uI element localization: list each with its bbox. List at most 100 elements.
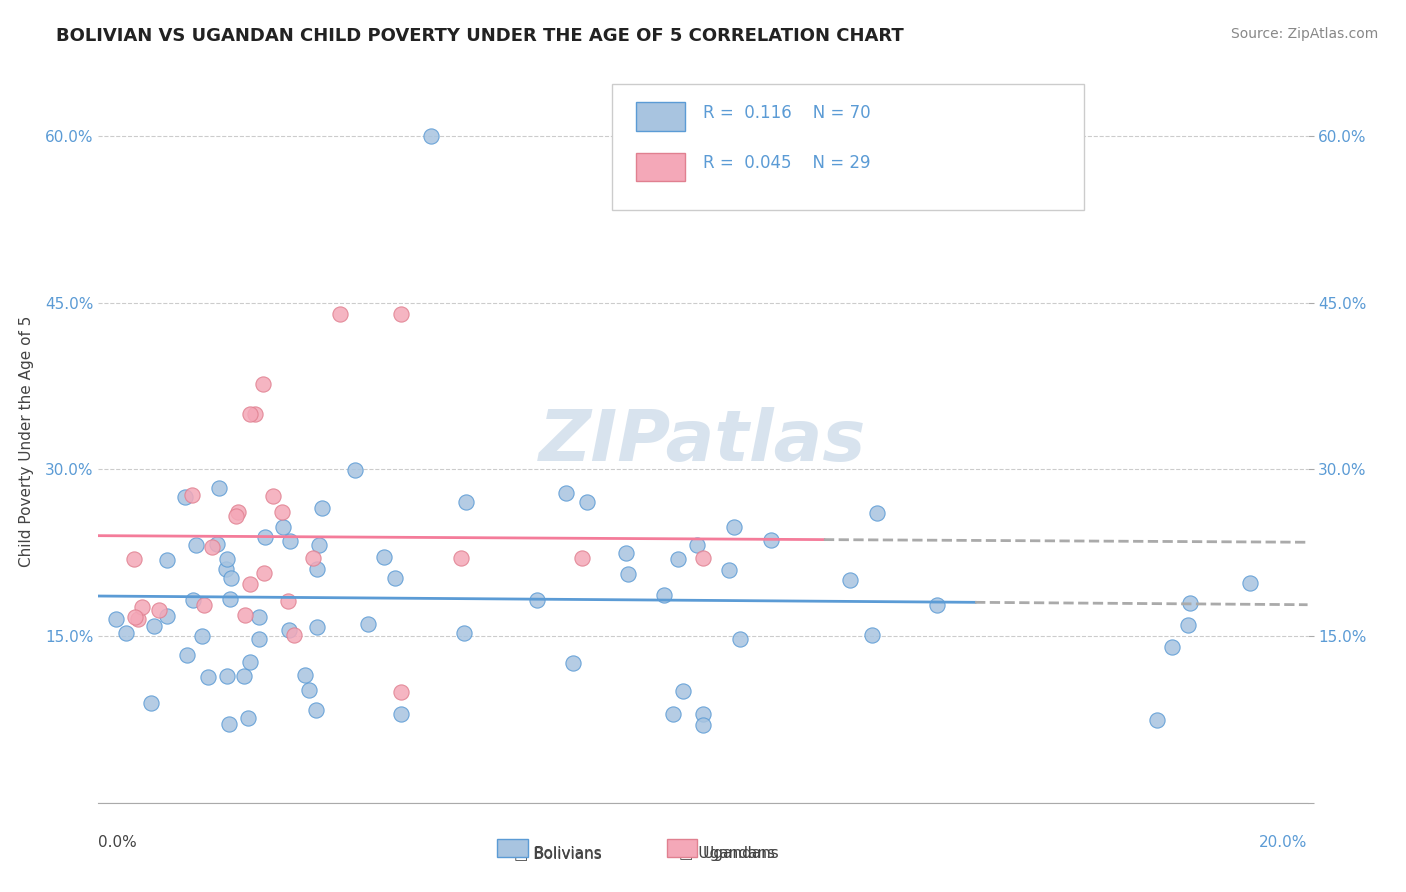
Bolivians — [761, 533, 783, 547]
Bolivians — [308, 538, 330, 552]
Text: 0.0%: 0.0% — [98, 835, 138, 850]
Bolivians — [1177, 618, 1199, 632]
Ugandans — [253, 566, 276, 581]
Bolivians — [860, 628, 883, 642]
Bolivians — [197, 670, 219, 684]
Ugandans — [239, 407, 262, 421]
Bolivians — [616, 567, 638, 582]
Bolivians — [156, 609, 179, 624]
Bolivians — [576, 495, 599, 509]
Bolivians — [115, 626, 138, 640]
Bolivians — [176, 648, 198, 662]
Bolivians — [311, 501, 333, 516]
Text: 20.0%: 20.0% — [1260, 835, 1308, 850]
Ugandans — [148, 603, 170, 617]
Text: R =  0.116    N = 70: R = 0.116 N = 70 — [703, 103, 870, 122]
Bolivians — [672, 684, 695, 698]
Text: BOLIVIAN VS UGANDAN CHILD POVERTY UNDER THE AGE OF 5 CORRELATION CHART: BOLIVIAN VS UGANDAN CHILD POVERTY UNDER … — [56, 27, 904, 45]
Bolivians — [156, 553, 179, 567]
Bolivians — [307, 620, 329, 634]
Ugandans — [201, 540, 224, 554]
Ugandans — [239, 577, 262, 591]
Ugandans — [226, 505, 249, 519]
Bolivians — [925, 598, 948, 612]
Bolivians — [271, 520, 294, 534]
Ugandans — [233, 607, 256, 622]
Bolivians — [652, 588, 675, 602]
Text: ZIPatlas: ZIPatlas — [540, 407, 866, 476]
Text: □ Bolivians: □ Bolivians — [515, 847, 602, 861]
Bolivians — [1146, 714, 1168, 728]
Ugandans — [262, 489, 284, 503]
Ugandans — [271, 505, 294, 519]
Bolivians — [373, 550, 395, 565]
Bolivians — [555, 486, 578, 500]
Ugandans — [127, 612, 149, 626]
Ugandans — [283, 628, 305, 642]
Bolivians — [692, 718, 714, 732]
Bolivians — [219, 571, 242, 585]
Bolivians — [717, 563, 740, 577]
Bolivians — [232, 669, 254, 683]
Text: Source: ZipAtlas.com: Source: ZipAtlas.com — [1230, 27, 1378, 41]
Ugandans — [389, 307, 412, 321]
FancyBboxPatch shape — [613, 84, 1084, 211]
FancyBboxPatch shape — [637, 153, 685, 181]
Bolivians — [389, 706, 412, 721]
Text: Bolivians: Bolivians — [534, 847, 602, 861]
Ugandans — [193, 598, 215, 612]
Bolivians — [184, 538, 207, 552]
Bolivians — [344, 463, 367, 477]
Bolivians — [174, 491, 197, 505]
Bolivians — [384, 571, 406, 585]
Bolivians — [191, 629, 214, 643]
Bolivians — [1239, 576, 1261, 591]
Bolivians — [616, 546, 638, 560]
Y-axis label: Child Poverty Under the Age of 5: Child Poverty Under the Age of 5 — [18, 316, 34, 567]
Bolivians — [142, 619, 165, 633]
Bolivians — [217, 552, 239, 566]
Ugandans — [122, 552, 145, 566]
Ugandans — [124, 609, 146, 624]
Ugandans — [180, 488, 202, 502]
Ugandans — [571, 551, 593, 566]
Bolivians — [247, 632, 270, 647]
Bolivians — [305, 703, 328, 717]
Bolivians — [456, 495, 478, 509]
Bolivians — [208, 481, 231, 495]
Ugandans — [243, 408, 266, 422]
Bolivians — [298, 683, 321, 698]
Bolivians — [1160, 640, 1182, 654]
Ugandans — [301, 550, 323, 565]
Bolivians — [526, 592, 548, 607]
Bolivians — [105, 612, 128, 626]
Bolivians — [254, 530, 277, 544]
Bolivians — [357, 617, 380, 632]
Bolivians — [215, 561, 238, 575]
Text: □ Ugandans: □ Ugandans — [679, 847, 775, 861]
Bolivians — [218, 716, 240, 731]
Bolivians — [247, 609, 270, 624]
Bolivians — [236, 711, 259, 725]
Ugandans — [389, 684, 412, 698]
FancyBboxPatch shape — [666, 838, 697, 857]
Bolivians — [692, 706, 714, 721]
Bolivians — [278, 534, 301, 549]
Bolivians — [181, 593, 204, 607]
Bolivians — [686, 538, 709, 552]
Ugandans — [131, 600, 153, 615]
FancyBboxPatch shape — [637, 102, 685, 131]
Bolivians — [305, 562, 328, 576]
Ugandans — [225, 509, 247, 524]
Ugandans — [450, 551, 472, 566]
Ugandans — [329, 307, 352, 321]
Bolivians — [218, 592, 240, 607]
Bolivians — [453, 625, 475, 640]
Text: R =  0.045    N = 29: R = 0.045 N = 29 — [703, 154, 870, 172]
Bolivians — [217, 668, 239, 682]
Bolivians — [205, 537, 228, 551]
Bolivians — [562, 656, 585, 670]
Bolivians — [239, 655, 262, 669]
Ugandans — [252, 376, 274, 391]
Ugandans — [277, 594, 299, 608]
